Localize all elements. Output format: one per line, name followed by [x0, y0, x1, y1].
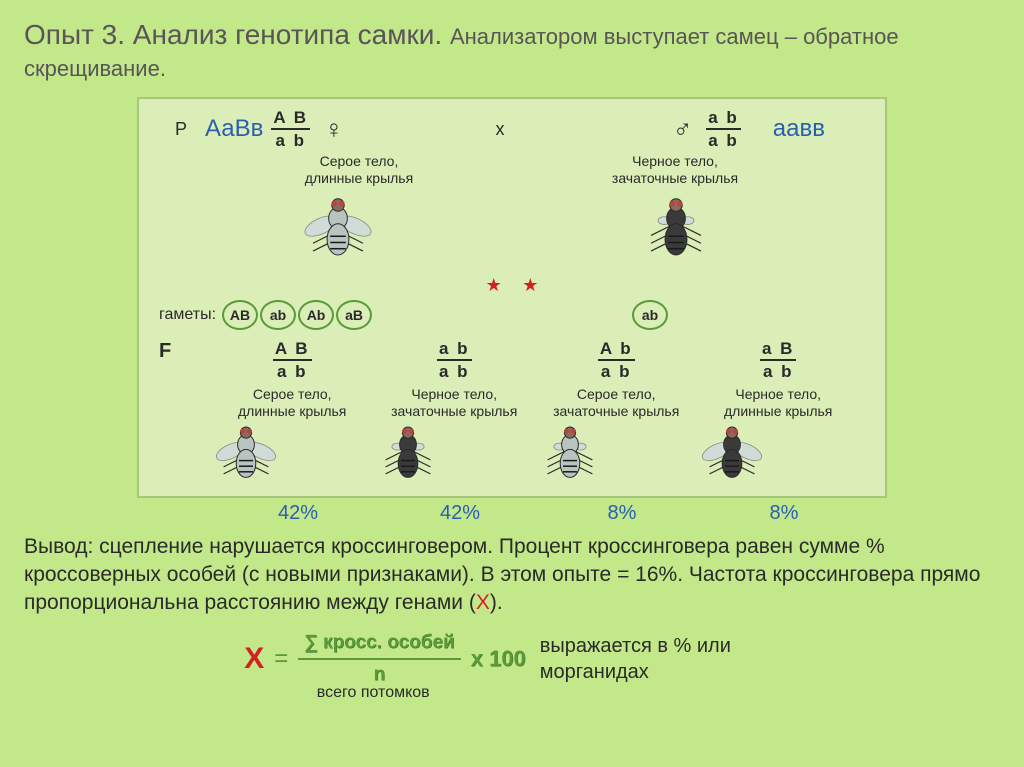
cross-symbol: x: [480, 119, 520, 140]
offspring-fly-icon: [697, 420, 859, 490]
title-main: Опыт 3. Анализ генотипа самки.: [24, 19, 450, 50]
gamete: ab: [632, 300, 668, 330]
conclusion-text: Вывод: сцепление нарушается кроссинговер…: [24, 533, 1000, 618]
gamete: ab: [260, 300, 296, 330]
slide-title: Опыт 3. Анализ генотипа самки. Анализато…: [24, 16, 1000, 83]
p-label: P: [175, 119, 187, 140]
formula-denominator: n: [374, 660, 386, 686]
star-icon: ★: [522, 275, 538, 295]
formula-row: Х = ∑ кросс. особей n всего потомков x 1…: [24, 632, 1000, 686]
male-fly-icon: [637, 191, 715, 269]
percent-row: 42%42%8%8%: [137, 502, 887, 525]
male-gametes: ab: [632, 300, 668, 330]
female-genotype-frac: A B a b: [271, 109, 310, 149]
offspring-genotype: a ba b: [437, 340, 472, 380]
denom-note: всего потомков: [308, 684, 438, 702]
gametes-row: гаметы: ABabAbaB ab: [159, 300, 865, 330]
gamete: Ab: [298, 300, 334, 330]
offspring-phenotype: Черное тело,зачаточные крылья: [373, 386, 535, 420]
offspring-columns: A Ba b Серое тело,длинные крылья a ba b …: [211, 340, 859, 490]
star-icon: ★: [486, 275, 502, 295]
offspring-percent: 8%: [703, 502, 865, 525]
cross-diagram: P АаВв A B a b ♀ x ♂ a b a b аавв Серое …: [137, 97, 887, 497]
offspring-genotype: A ba b: [598, 340, 635, 380]
female-symbol: ♀: [324, 114, 344, 145]
female-gametes: ABabAbaB: [222, 300, 372, 330]
offspring-percent: 42%: [379, 502, 541, 525]
gamete: AB: [222, 300, 258, 330]
formula-mult: x 100: [471, 646, 526, 672]
female-fly-icon: [299, 191, 377, 269]
parent-male: ♂ a b a b аавв: [520, 109, 865, 149]
parent-fly-row: [159, 191, 865, 269]
offspring-phenotype: Черное тело,длинные крылья: [697, 386, 859, 420]
offspring-col: A Ba b Серое тело,длинные крылья: [211, 340, 373, 490]
crossover-stars: ★ ★: [159, 275, 865, 296]
formula-eq: =: [274, 645, 288, 673]
male-genotype-frac: a b a b: [706, 109, 741, 149]
male-symbol: ♂: [673, 114, 693, 145]
offspring-fly-icon: [535, 420, 697, 490]
offspring-percent: 42%: [217, 502, 379, 525]
formula-note: выражается в % или морганидах: [540, 633, 780, 685]
male-genotype-label: аавв: [773, 115, 825, 143]
parent-female: P АаВв A B a b ♀: [159, 109, 480, 149]
female-phenotype: Серое тело, длинные крылья: [259, 153, 459, 187]
parent-phenotype-row: Серое тело, длинные крылья Черное тело, …: [159, 153, 865, 187]
offspring-col: A ba b Серое тело,зачаточные крылья: [535, 340, 697, 490]
parent-row: P АаВв A B a b ♀ x ♂ a b a b аавв: [159, 109, 865, 149]
offspring-percent: 8%: [541, 502, 703, 525]
offspring-col: a Ba b Черное тело,длинные крылья: [697, 340, 859, 490]
formula: Х = ∑ кросс. особей n всего потомков x 1…: [244, 632, 526, 686]
offspring-row: F A Ba b Серое тело,длинные крылья a ba …: [159, 340, 865, 490]
offspring-fly-icon: [211, 420, 373, 490]
female-genotype-label: АаВв: [205, 115, 263, 143]
male-phenotype: Черное тело, зачаточные крылья: [575, 153, 775, 187]
offspring-phenotype: Серое тело,длинные крылья: [211, 386, 373, 420]
offspring-phenotype: Серое тело,зачаточные крылья: [535, 386, 697, 420]
gamete: aB: [336, 300, 372, 330]
gametes-label: гаметы:: [159, 306, 216, 324]
formula-numerator: ∑ кросс. особей: [298, 632, 461, 660]
offspring-genotype: A Ba b: [273, 340, 312, 380]
formula-fraction: ∑ кросс. особей n всего потомков: [298, 632, 461, 686]
offspring-fly-icon: [373, 420, 535, 490]
formula-x: Х: [244, 642, 264, 676]
f-label: F: [159, 340, 171, 363]
offspring-genotype: a Ba b: [760, 340, 796, 380]
offspring-col: a ba b Черное тело,зачаточные крылья: [373, 340, 535, 490]
